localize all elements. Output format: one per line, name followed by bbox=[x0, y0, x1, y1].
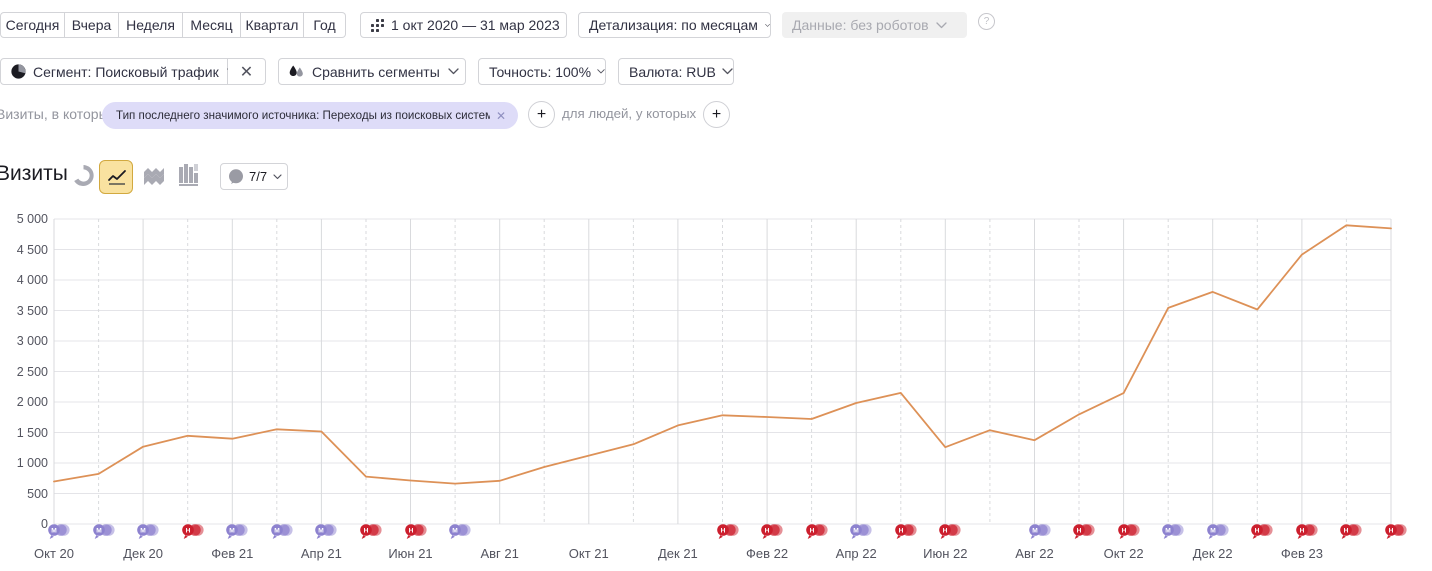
svg-text:H: H bbox=[898, 528, 903, 535]
svg-text:M: M bbox=[274, 528, 280, 535]
svg-text:H: H bbox=[185, 528, 190, 535]
svg-text:H: H bbox=[1389, 528, 1394, 535]
svg-text:M: M bbox=[319, 528, 325, 535]
svg-text:H: H bbox=[1255, 528, 1260, 535]
svg-text:M: M bbox=[140, 528, 146, 535]
svg-text:H: H bbox=[809, 528, 814, 535]
svg-text:H: H bbox=[1300, 528, 1305, 535]
svg-text:M: M bbox=[51, 528, 57, 535]
svg-text:H: H bbox=[364, 528, 369, 535]
svg-text:M: M bbox=[1032, 528, 1038, 535]
svg-text:H: H bbox=[1344, 528, 1349, 535]
svg-text:M: M bbox=[96, 528, 102, 535]
svg-text:M: M bbox=[230, 528, 236, 535]
svg-text:M: M bbox=[853, 528, 859, 535]
svg-text:H: H bbox=[765, 528, 770, 535]
svg-text:M: M bbox=[1165, 528, 1171, 535]
svg-text:M: M bbox=[452, 528, 458, 535]
svg-text:H: H bbox=[408, 528, 413, 535]
svg-text:H: H bbox=[1077, 528, 1082, 535]
svg-text:H: H bbox=[943, 528, 948, 535]
svg-text:H: H bbox=[720, 528, 725, 535]
svg-text:M: M bbox=[1210, 528, 1216, 535]
svg-text:H: H bbox=[1121, 528, 1126, 535]
